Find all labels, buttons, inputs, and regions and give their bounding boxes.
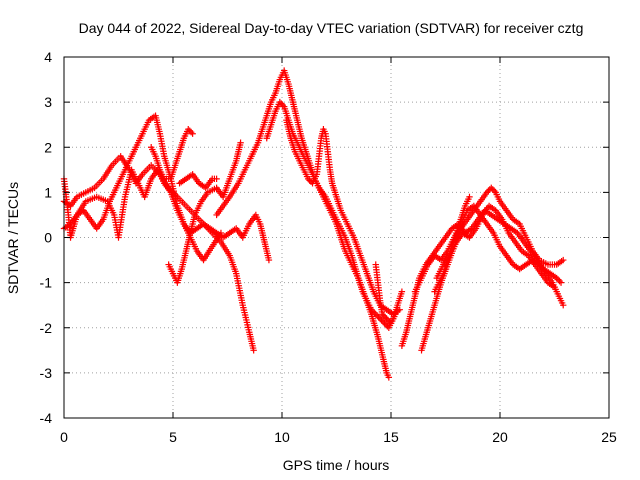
chart-title: Day 044 of 2022, Sidereal Day-to-day VTE… xyxy=(79,20,584,36)
series-track-15 xyxy=(431,193,473,295)
series-track-6 xyxy=(148,126,196,183)
data-point xyxy=(398,288,406,295)
series-track-4 xyxy=(165,139,244,286)
axis-ticks xyxy=(63,56,610,419)
y-tick-label: 2 xyxy=(44,139,52,155)
y-tick-label: 3 xyxy=(44,94,52,110)
data-point xyxy=(490,187,498,195)
data-point xyxy=(371,309,378,316)
y-tick-label: -3 xyxy=(40,365,53,381)
series-track-9 xyxy=(283,116,403,318)
data-point xyxy=(384,317,392,324)
data-point xyxy=(250,347,257,354)
data-point xyxy=(375,314,382,321)
series-track-5 xyxy=(176,171,220,192)
data-point xyxy=(217,229,225,237)
data-point xyxy=(279,101,286,109)
data-point xyxy=(378,317,385,324)
data-point xyxy=(276,98,284,106)
data-point xyxy=(213,175,220,183)
data-point xyxy=(376,315,384,322)
y-tick-label: -4 xyxy=(40,410,53,426)
y-axis-label: SDTVAR / TECUs xyxy=(5,182,21,294)
data-point xyxy=(278,100,285,107)
data-point xyxy=(396,306,403,313)
data-point xyxy=(488,184,495,192)
tick-labels: 0 5 10 15 20 25 -4 -3 -2 -1 0 1 2 3 4 xyxy=(40,49,617,445)
data-point xyxy=(265,256,273,264)
data-point xyxy=(186,127,193,134)
data-point xyxy=(466,193,473,201)
data-point xyxy=(380,312,387,319)
data-point xyxy=(485,187,492,195)
data-point xyxy=(379,311,386,318)
data-point xyxy=(379,318,387,325)
x-axis-label: GPS time / hours xyxy=(283,457,390,473)
data-point xyxy=(382,321,390,328)
data-point xyxy=(237,139,244,146)
data-point xyxy=(383,315,390,322)
data-point xyxy=(304,175,312,183)
data-point xyxy=(483,189,491,196)
x-tick-label: 15 xyxy=(383,429,399,445)
data-point xyxy=(185,126,192,133)
x-tick-label: 25 xyxy=(601,429,617,445)
data-point xyxy=(551,283,558,291)
data-point xyxy=(392,311,399,318)
data-point xyxy=(553,274,560,282)
data-point xyxy=(560,256,567,264)
data-point xyxy=(306,177,313,184)
x-tick-label: 0 xyxy=(60,429,68,445)
data-point xyxy=(385,374,393,381)
data-point xyxy=(489,186,496,193)
y-tick-label: -1 xyxy=(40,275,53,291)
data-point xyxy=(381,314,389,321)
data-point xyxy=(189,130,196,137)
y-tick-label: 0 xyxy=(44,230,52,246)
series-track-8 xyxy=(263,98,393,381)
data-point xyxy=(187,129,195,136)
data-markers xyxy=(60,67,567,381)
x-tick-label: 10 xyxy=(274,429,290,445)
x-tick-label: 5 xyxy=(169,429,177,445)
series-track-10 xyxy=(372,261,399,327)
data-point xyxy=(560,301,567,309)
y-tick-label: -2 xyxy=(40,320,53,336)
data-point xyxy=(556,277,563,285)
x-tick-label: 20 xyxy=(492,429,508,445)
y-tick-label: 4 xyxy=(44,49,52,65)
data-point xyxy=(557,279,565,286)
y-tick-label: 1 xyxy=(44,184,52,200)
data-point xyxy=(381,320,388,327)
data-point xyxy=(554,276,562,283)
data-point xyxy=(373,312,381,319)
